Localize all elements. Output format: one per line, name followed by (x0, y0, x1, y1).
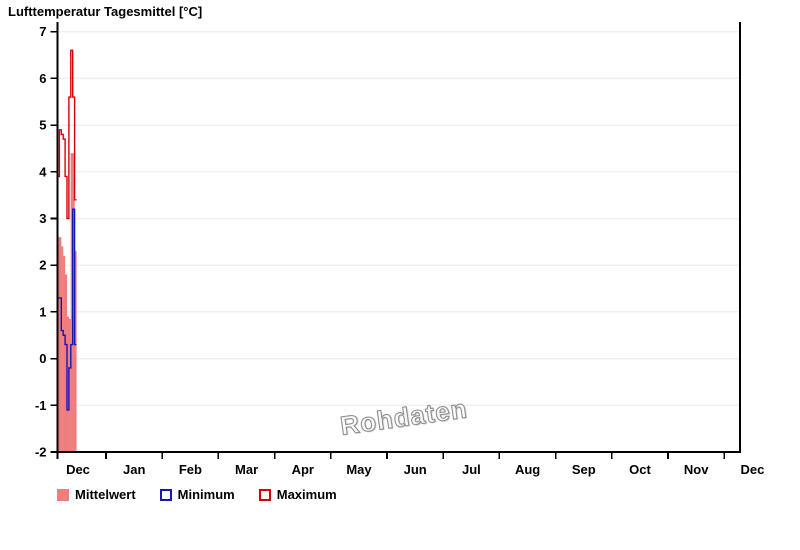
legend-item-maximum: Maximum (258, 487, 337, 502)
y-tick-label: -1 (35, 398, 47, 413)
x-tick-label: Jul (462, 462, 481, 477)
x-tick-label: Apr (292, 462, 314, 477)
y-tick-label: 3 (39, 211, 46, 226)
minimum-step-line (57, 208, 77, 411)
mean-bar (65, 274, 68, 452)
legend-label-minimum: Minimum (177, 487, 235, 502)
legend-item-minimum: Minimum (159, 487, 235, 502)
y-tick-label: 6 (39, 71, 46, 86)
y-ticks (50, 30, 58, 453)
maximum-swatch-icon (258, 488, 271, 501)
x-tick-label: Mar (235, 462, 258, 477)
y-gridlines (57, 30, 740, 407)
mean-bar (66, 316, 69, 452)
x-tick-label: Dec (66, 462, 90, 477)
x-tick-label: Jan (123, 462, 145, 477)
x-tick-label: Nov (684, 462, 709, 477)
mean-bar (70, 153, 73, 452)
y-tick-labels: 7 6 5 4 3 2 1 0 -1 -2 (35, 24, 47, 459)
y-tick-label: 0 (39, 351, 46, 366)
y-tick-label: 1 (39, 304, 46, 319)
x-tick-labels: Dec Jan Feb Mar Apr May Jun Jul Aug Sep Oct Nov Dec (66, 462, 764, 477)
axis-frame (56, 22, 741, 453)
mean-bar (68, 318, 71, 452)
legend-item-mittelwert: Mittelwert (57, 487, 136, 502)
legend-label-mittelwert: Mittelwert (75, 487, 136, 502)
mean-bar (74, 251, 77, 452)
chart-title: Lufttemperatur Tagesmittel [°C] (8, 4, 203, 19)
mean-bar (61, 246, 64, 452)
x-ticks (56, 452, 726, 459)
x-tick-label: Sep (572, 462, 596, 477)
mean-bar (63, 255, 66, 452)
mean-bar (57, 237, 60, 452)
y-tick-label: 2 (39, 258, 46, 273)
y-tick-label: 5 (39, 118, 46, 133)
legend-label-maximum: Maximum (276, 487, 337, 502)
mean-swatch-icon (57, 488, 69, 501)
x-tick-label: May (346, 462, 372, 477)
mean-bar (72, 153, 75, 452)
x-tick-label: Jun (404, 462, 427, 477)
x-tick-label: Feb (179, 462, 202, 477)
y-tick-label: -2 (35, 445, 47, 460)
x-tick-label: Dec (740, 462, 764, 477)
x-tick-label: Oct (629, 462, 651, 477)
legend: Mittelwert Minimum Maximum (57, 487, 337, 502)
mean-bar (59, 237, 62, 452)
y-tick-label: 4 (39, 164, 47, 179)
y-tick-label: 7 (39, 24, 46, 39)
maximum-step-line (57, 49, 77, 220)
minimum-swatch-icon (159, 488, 172, 501)
x-tick-label: Aug (515, 462, 540, 477)
mean-bars (57, 153, 77, 452)
